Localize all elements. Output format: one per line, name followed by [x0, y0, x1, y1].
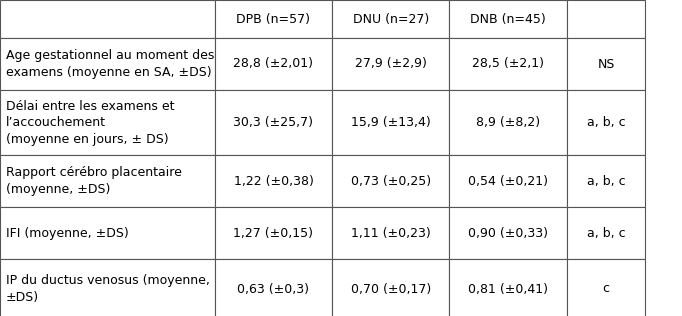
Text: a, b, c: a, b, c: [587, 227, 625, 240]
Text: DPB (n=57): DPB (n=57): [237, 13, 310, 26]
Bar: [567, 38, 645, 90]
Bar: [0, 155, 215, 207]
Bar: [0, 259, 215, 316]
Bar: [567, 90, 645, 155]
Text: 28,5 (±2,1): 28,5 (±2,1): [472, 58, 544, 70]
Text: 8,9 (±8,2): 8,9 (±8,2): [476, 116, 540, 129]
Bar: [332, 0, 449, 38]
Bar: [567, 155, 645, 207]
Bar: [0, 0, 215, 38]
Bar: [449, 38, 567, 90]
Bar: [567, 259, 645, 316]
Text: 0,81 (±0,41): 0,81 (±0,41): [468, 283, 548, 295]
Bar: [567, 207, 645, 259]
Text: 15,9 (±13,4): 15,9 (±13,4): [351, 116, 430, 129]
Bar: [215, 0, 332, 38]
Text: 0,90 (±0,33): 0,90 (±0,33): [468, 227, 548, 240]
Text: Délai entre les examens et
l’accouchement
(moyenne en jours, ± DS): Délai entre les examens et l’accouchemen…: [6, 100, 175, 145]
Bar: [449, 155, 567, 207]
Bar: [449, 207, 567, 259]
Bar: [567, 0, 645, 38]
Text: 0,73 (±0,25): 0,73 (±0,25): [351, 174, 431, 187]
Bar: [215, 259, 332, 316]
Text: DNU (n=27): DNU (n=27): [353, 13, 429, 26]
Text: Age gestationnel au moment des
examens (moyenne en SA, ±DS): Age gestationnel au moment des examens (…: [6, 49, 214, 79]
Text: IP du ductus venosus (moyenne,
±DS): IP du ductus venosus (moyenne, ±DS): [6, 274, 210, 304]
Text: Rapport cérébro placentaire
(moyenne, ±DS): Rapport cérébro placentaire (moyenne, ±D…: [6, 166, 182, 196]
Text: 28,8 (±2,01): 28,8 (±2,01): [233, 58, 314, 70]
Bar: [0, 90, 215, 155]
Bar: [332, 207, 449, 259]
Bar: [0, 207, 215, 259]
Text: IFI (moyenne, ±DS): IFI (moyenne, ±DS): [6, 227, 129, 240]
Bar: [332, 155, 449, 207]
Bar: [215, 38, 332, 90]
Text: a, b, c: a, b, c: [587, 174, 625, 187]
Bar: [215, 155, 332, 207]
Text: 1,27 (±0,15): 1,27 (±0,15): [233, 227, 314, 240]
Bar: [449, 90, 567, 155]
Text: 0,54 (±0,21): 0,54 (±0,21): [468, 174, 548, 187]
Text: c: c: [602, 283, 610, 295]
Text: 27,9 (±2,9): 27,9 (±2,9): [355, 58, 427, 70]
Bar: [332, 38, 449, 90]
Bar: [449, 259, 567, 316]
Bar: [0, 38, 215, 90]
Text: DNB (n=45): DNB (n=45): [470, 13, 546, 26]
Text: 0,63 (±0,3): 0,63 (±0,3): [237, 283, 310, 295]
Text: 1,11 (±0,23): 1,11 (±0,23): [351, 227, 430, 240]
Bar: [215, 207, 332, 259]
Text: 1,22 (±0,38): 1,22 (±0,38): [233, 174, 314, 187]
Text: NS: NS: [597, 58, 614, 70]
Text: 0,70 (±0,17): 0,70 (±0,17): [351, 283, 431, 295]
Bar: [449, 0, 567, 38]
Text: a, b, c: a, b, c: [587, 116, 625, 129]
Bar: [332, 90, 449, 155]
Bar: [215, 90, 332, 155]
Bar: [332, 259, 449, 316]
Text: 30,3 (±25,7): 30,3 (±25,7): [233, 116, 314, 129]
